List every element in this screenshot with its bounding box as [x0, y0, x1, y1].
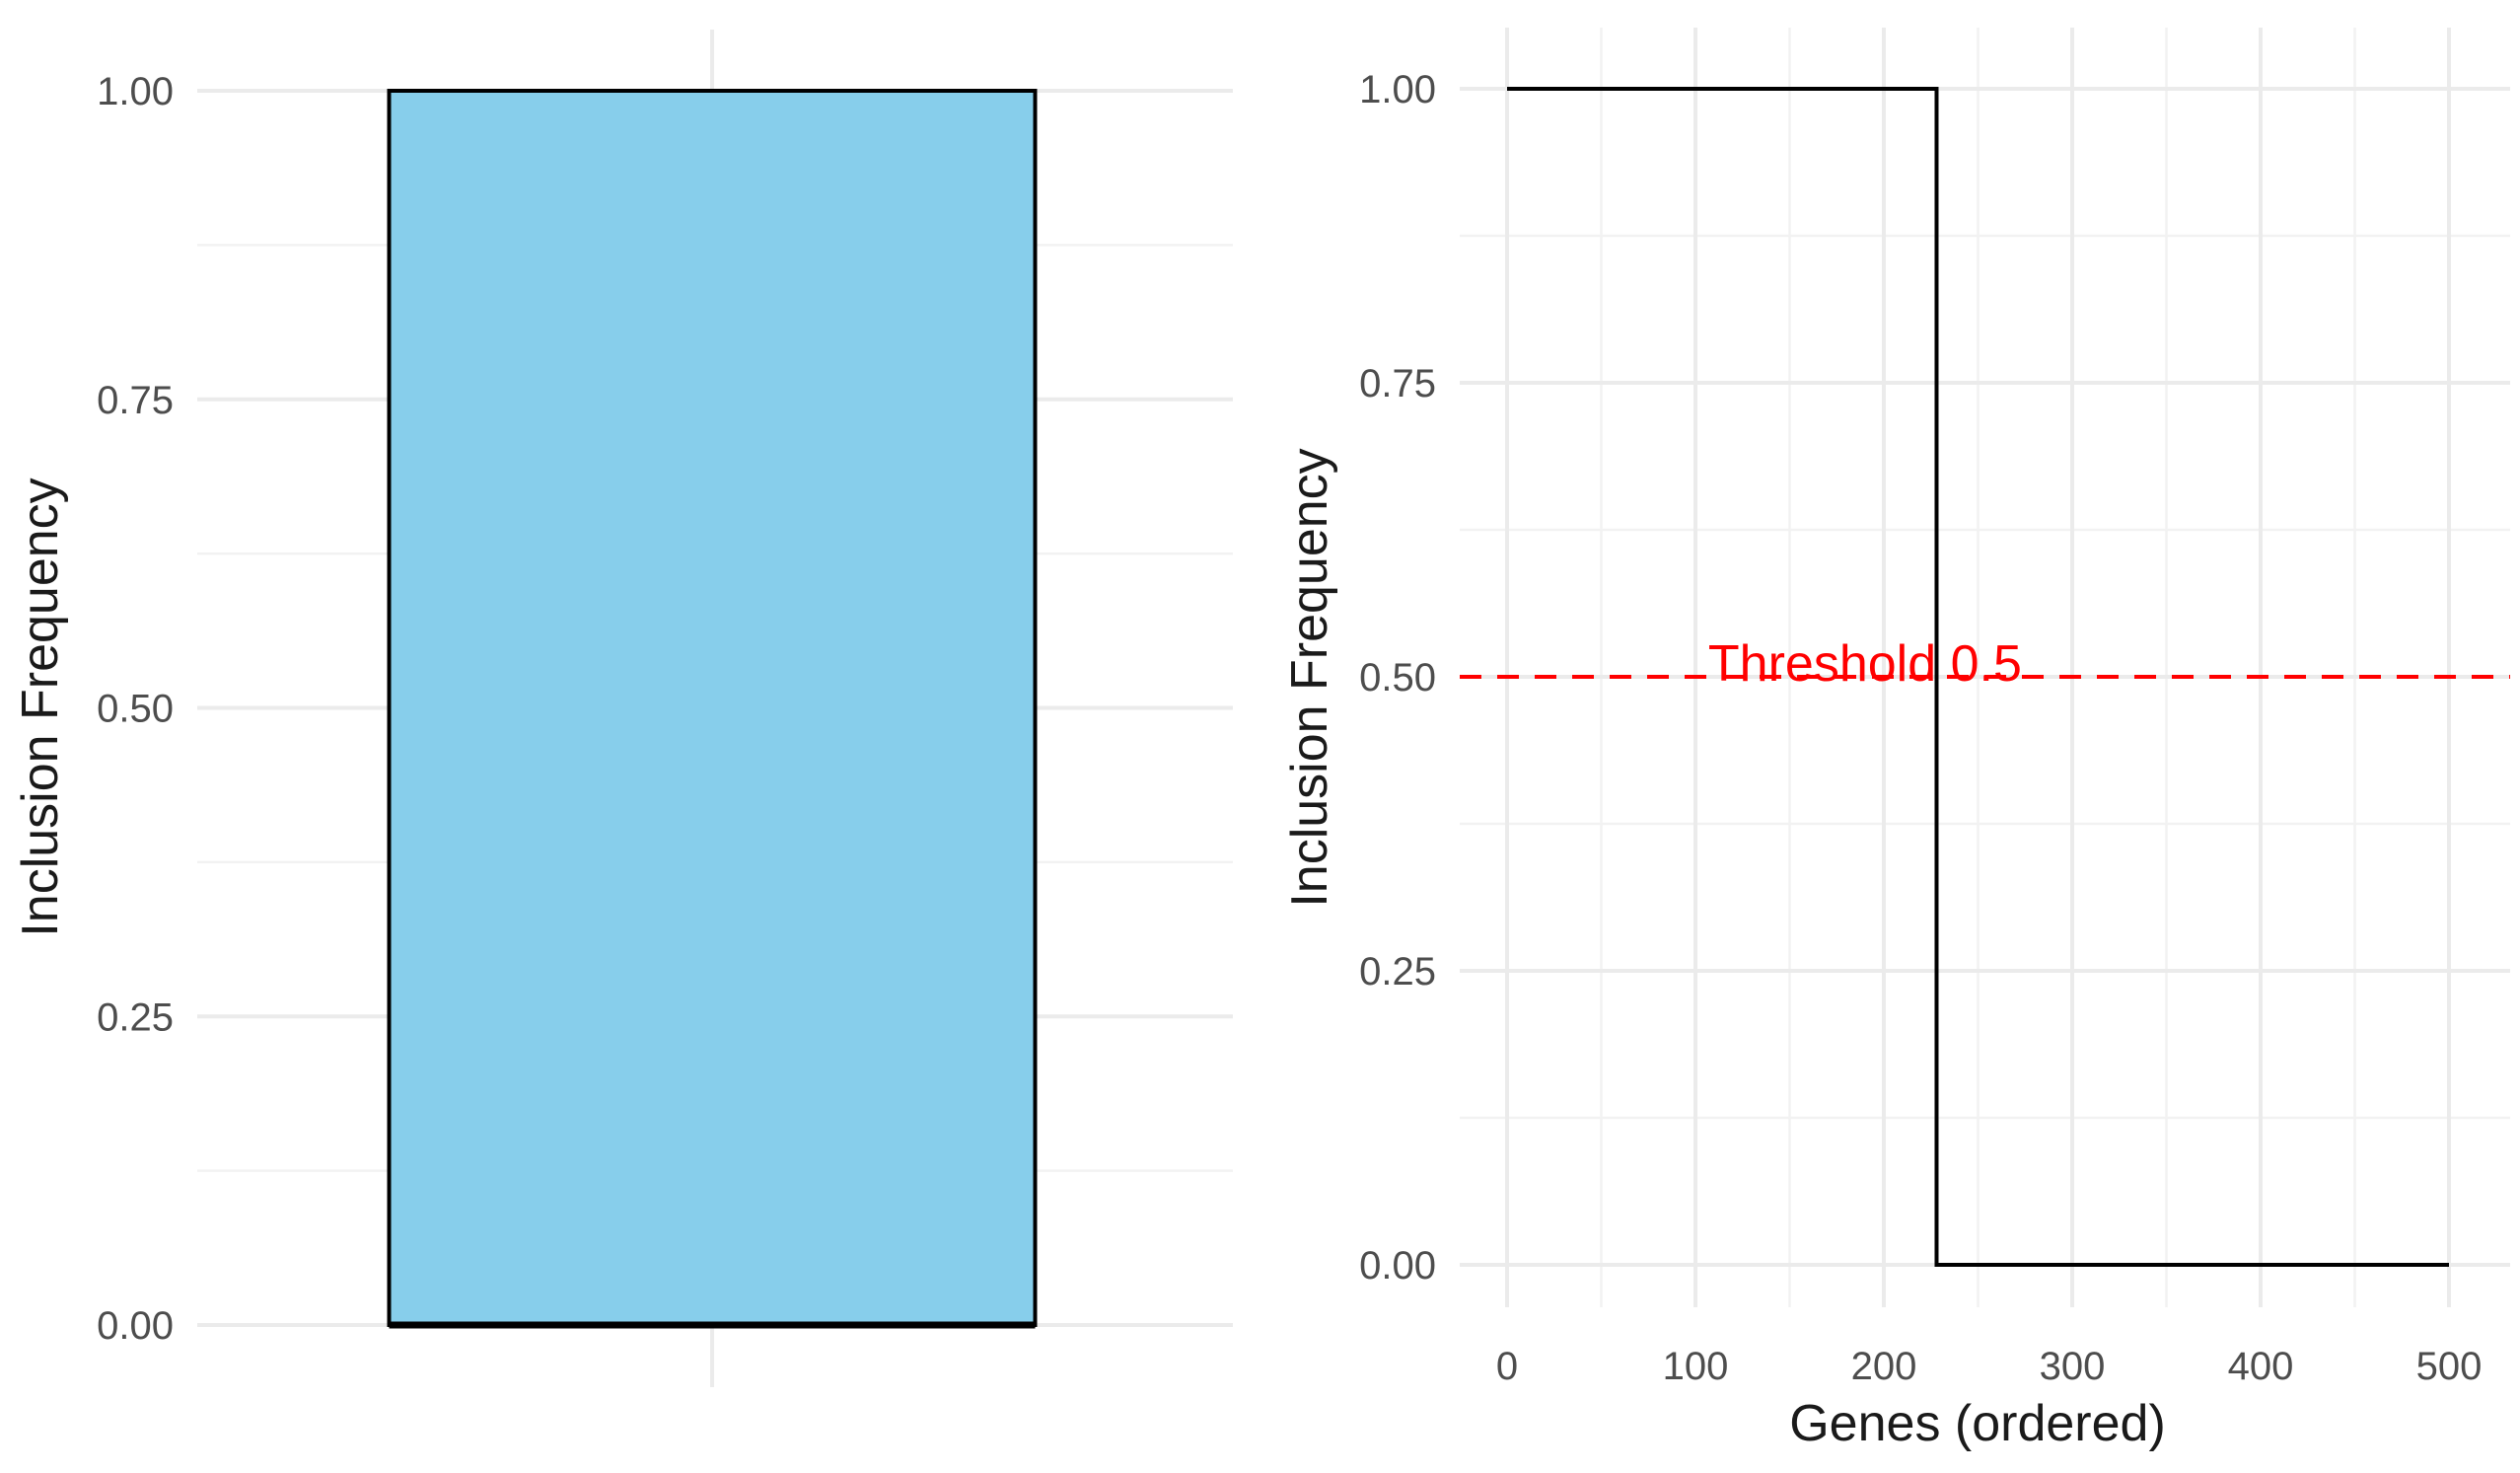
left-y-tick-labels: 0.00 0.25 0.50 0.75 1.00: [97, 70, 174, 1348]
right-x-tick-label: 0: [1496, 1345, 1518, 1388]
right-panel: Threshold 0.5 0.00 0.25 0.50 0.75 1.00 0 100 2…: [1281, 28, 2510, 1452]
left-y-tick-label: 0.00: [97, 1304, 174, 1348]
right-x-tick-labels: 0 100 200 300 400 500: [1496, 1345, 2483, 1388]
right-step-line: [1507, 87, 2449, 1267]
right-y-axis-title: Inclusion Frequency: [1281, 448, 1338, 907]
right-annotation: Threshold 0.5: [1708, 635, 2022, 693]
right-y-tick-label: 1.00: [1359, 68, 1436, 111]
right-x-tick-label: 100: [1663, 1345, 1729, 1388]
right-x-axis-title: Genes (ordered): [1789, 1395, 2166, 1452]
left-y-tick-label: 0.50: [97, 688, 174, 731]
right-y-tick-label: 0.00: [1359, 1244, 1436, 1288]
threshold-annotation: Threshold 0.5: [1708, 635, 2022, 693]
bar: [387, 89, 1038, 1327]
right-x-tick-label: 500: [2416, 1345, 2483, 1388]
left-y-axis-title: Inclusion Frequency: [12, 478, 69, 936]
right-x-tick-label: 300: [2040, 1345, 2106, 1388]
left-y-tick-label: 0.75: [97, 379, 174, 422]
left-y-tick-label: 1.00: [97, 70, 174, 113]
right-y-tick-label: 0.50: [1359, 656, 1436, 700]
right-y-tick-label: 0.75: [1359, 362, 1436, 405]
series-line: [1507, 87, 2449, 1267]
right-y-tick-label: 0.25: [1359, 950, 1436, 994]
left-panel: 0.00 0.25 0.50 0.75 1.00 Inclusion Frequency: [12, 30, 1233, 1387]
left-bars: [387, 89, 1038, 1329]
right-x-tick-label: 200: [1851, 1345, 1917, 1388]
right-x-tick-label: 400: [2228, 1345, 2294, 1388]
left-y-tick-label: 0.25: [97, 995, 174, 1039]
right-y-tick-labels: 0.00 0.25 0.50 0.75 1.00: [1359, 68, 1436, 1288]
